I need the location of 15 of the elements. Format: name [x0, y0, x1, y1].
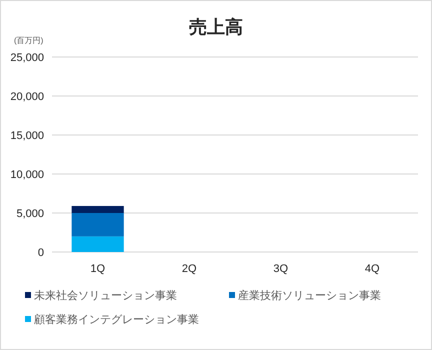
y-tick-label: 5,000 [16, 208, 44, 220]
x-tick-label: 2Q [182, 263, 198, 275]
chart-title: 売上高 [189, 17, 243, 37]
x-tick-label: 1Q [90, 263, 106, 275]
legend-label: 未来社会ソリューション事業 [34, 289, 177, 302]
x-tick-label: 3Q [273, 263, 289, 275]
y-tick-label: 20,000 [10, 91, 44, 103]
legend-label: 顧客業務インテグレーション事業 [34, 313, 199, 326]
y-tick-label: 25,000 [10, 52, 44, 64]
y-tick-label: 10,000 [10, 169, 44, 181]
y-tick-label: 15,000 [10, 130, 44, 142]
legend-label: 産業技術ソリューション事業 [238, 289, 381, 302]
y-axis-title: (百万円) [14, 36, 44, 45]
y-tick-label: 0 [38, 247, 44, 259]
x-tick-label: 4Q [364, 263, 380, 275]
